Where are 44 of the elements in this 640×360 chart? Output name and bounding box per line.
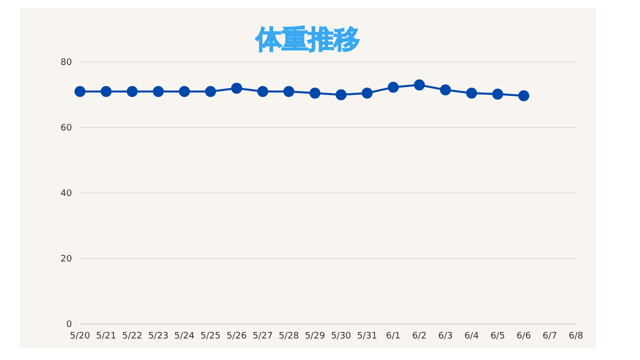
point bbox=[205, 86, 216, 97]
x-tick-label: 5/27 bbox=[252, 331, 273, 342]
x-tick-label: 6/6 bbox=[516, 331, 532, 342]
point bbox=[309, 88, 320, 99]
point bbox=[518, 90, 530, 102]
x-tick-label: 5/21 bbox=[96, 331, 116, 342]
x-tick-label: 5/31 bbox=[357, 331, 378, 342]
x-tick-label: 6/4 bbox=[464, 331, 480, 342]
point bbox=[440, 84, 451, 96]
x-tick-label: 6/5 bbox=[490, 331, 505, 342]
y-tick-label: 60 bbox=[60, 124, 72, 134]
x-tick-label: 5/23 bbox=[148, 331, 168, 342]
x-tick-label: 5/28 bbox=[278, 331, 300, 342]
point bbox=[257, 86, 268, 97]
y-tick-label: 40 bbox=[60, 189, 72, 200]
x-tick-label: 5/26 bbox=[226, 331, 248, 342]
point bbox=[466, 88, 478, 99]
y-tick-label: 0 bbox=[66, 320, 72, 330]
x-tick-label: 5/22 bbox=[122, 331, 142, 342]
point bbox=[152, 86, 164, 97]
point bbox=[74, 86, 86, 97]
point bbox=[178, 86, 190, 97]
point bbox=[231, 82, 242, 94]
x-tick-label: 5/24 bbox=[174, 331, 195, 342]
y-tick-label: 20 bbox=[60, 254, 72, 265]
point bbox=[362, 88, 373, 99]
x-tick-label: 6/3 bbox=[438, 331, 453, 342]
point bbox=[388, 82, 399, 93]
chart-title: 体重推移 bbox=[254, 24, 361, 55]
point bbox=[414, 79, 425, 90]
point bbox=[100, 86, 112, 97]
x-tick-label: 6/1 bbox=[386, 331, 401, 342]
x-tick-label: 5/25 bbox=[200, 331, 221, 342]
point bbox=[336, 89, 347, 100]
point bbox=[126, 86, 138, 97]
x-tick-label: 6/2 bbox=[412, 331, 427, 342]
x-tick-label: 6/7 bbox=[542, 331, 558, 342]
point bbox=[283, 86, 294, 97]
y-tick-label: 80 bbox=[60, 58, 72, 68]
x-tick-label: 5/29 bbox=[304, 331, 326, 342]
point bbox=[492, 88, 504, 100]
x-tick-label: 5/30 bbox=[330, 331, 352, 342]
x-tick-label: 6/8 bbox=[568, 331, 584, 342]
x-tick-label: 5/20 bbox=[70, 331, 90, 342]
